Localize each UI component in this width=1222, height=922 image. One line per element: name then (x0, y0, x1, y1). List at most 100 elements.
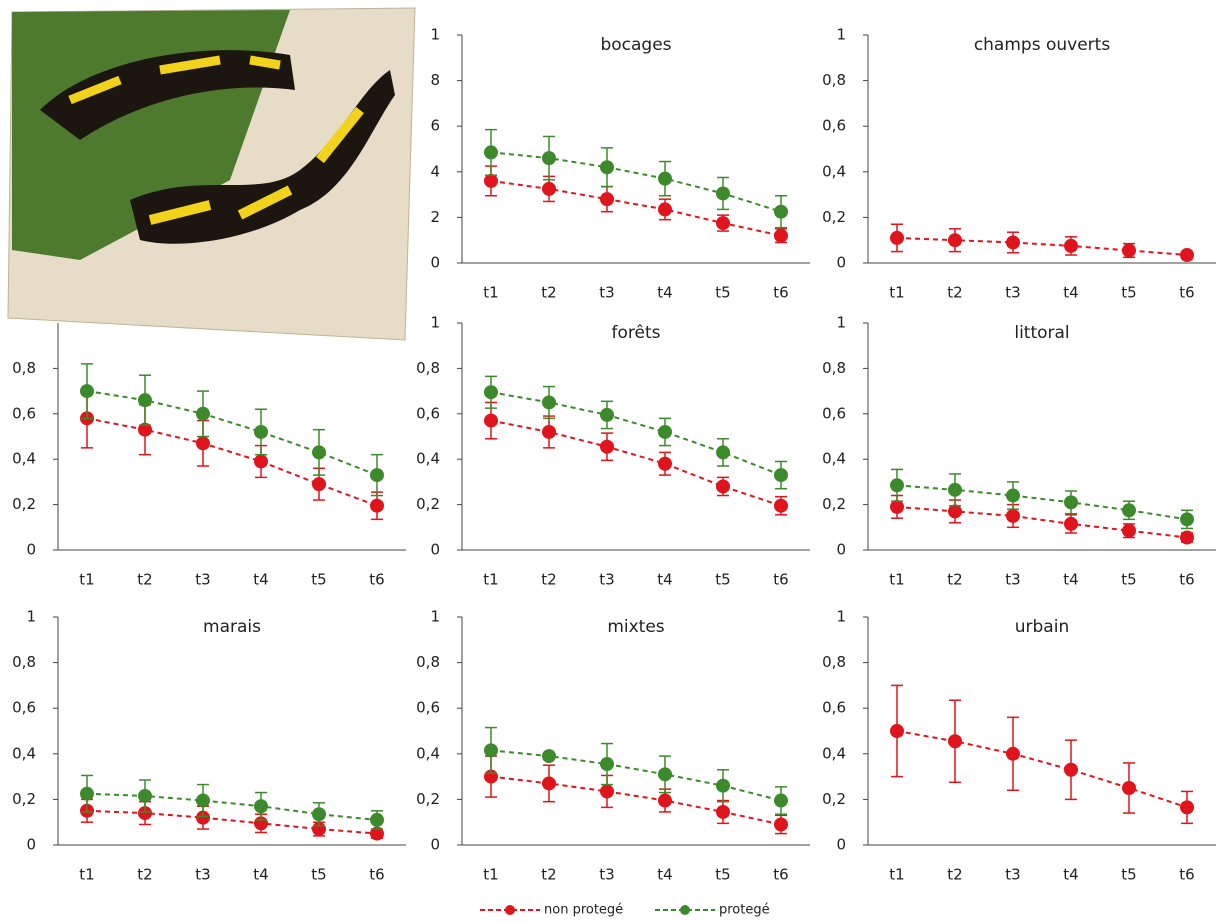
point (774, 793, 788, 808)
y-tick-label: 1 (430, 26, 440, 44)
point (890, 499, 904, 514)
y-tick-label: 0,8 (822, 653, 846, 671)
photo-salamander (40, 50, 295, 140)
x-tick-label: t4 (1063, 571, 1078, 589)
y-tick-label: 1 (836, 608, 846, 626)
point (138, 788, 152, 803)
point (80, 384, 94, 399)
x-tick-label: t1 (889, 571, 904, 589)
point (542, 776, 556, 791)
point (484, 743, 498, 758)
x-tick-label: t2 (541, 284, 556, 302)
point (138, 393, 152, 408)
y-tick-label: 0,6 (416, 699, 440, 717)
y-tick-label: 0,2 (822, 208, 846, 226)
y-tick-label: 0,2 (416, 495, 440, 513)
chart-title: forêts (612, 323, 661, 343)
x-tick-label: t4 (1063, 284, 1078, 302)
y-tick-label: 0 (430, 254, 440, 272)
point (716, 479, 730, 494)
y-tick-label: 0,6 (822, 404, 846, 422)
series-line (896, 484, 1188, 521)
chart-title: mixtes (607, 617, 664, 637)
photo-stripes (148, 106, 364, 225)
x-tick-label: t2 (137, 866, 152, 884)
y-tick-label: 4 (430, 162, 440, 180)
point (890, 478, 904, 493)
panel: 0 0,2 0,4 0,6 0,8 t1 t2 t3 t4 t5 t6 (12, 323, 406, 589)
point (658, 456, 672, 471)
chart-title: bocages (600, 35, 671, 55)
y-tick-label: 0,8 (416, 653, 440, 671)
y-tick-label: 0,4 (822, 744, 846, 762)
y-tick-label: 2 (430, 208, 440, 226)
x-tick-label: t5 (1121, 571, 1136, 589)
point (1064, 516, 1078, 531)
x-tick-label: t1 (79, 866, 94, 884)
y-tick-label: 0 (836, 254, 846, 272)
point (1064, 238, 1078, 253)
point (890, 230, 904, 245)
point (542, 424, 556, 439)
x-tick-label: t6 (369, 571, 384, 589)
x-tick-label: t4 (657, 284, 672, 302)
series-line (86, 390, 378, 477)
y-tick-label: 0,2 (416, 790, 440, 808)
x-tick-label: t1 (889, 866, 904, 884)
y-tick-label: 0,6 (822, 117, 846, 135)
chart-title: marais (203, 617, 261, 637)
point (542, 181, 556, 196)
y-tick-label: 1 (430, 314, 440, 332)
legend-label: non protegé (544, 903, 623, 918)
point (658, 424, 672, 439)
y-tick-label: 1 (26, 608, 36, 626)
x-tick-label: t4 (657, 571, 672, 589)
x-tick-label: t6 (1179, 866, 1194, 884)
y-tick-label: 0,8 (12, 359, 36, 377)
series-line (490, 775, 782, 826)
point (1122, 523, 1136, 538)
point (1006, 235, 1020, 250)
panel: 0 0,2 0,4 0,6 0,8 1 mixtes t1 t2 t3 t4 t5 t6 (416, 608, 810, 884)
x-tick-label: t5 (715, 571, 730, 589)
x-tick-label: t3 (195, 571, 210, 589)
point (658, 171, 672, 186)
panel: 0 0,2 0,4 0,6 0,8 1 marais t1 t2 t3 t4 t5 t6 (12, 608, 406, 884)
y-tick-label: 0,8 (12, 653, 36, 671)
panel: 0 0,2 0,4 0,6 0,8 1 urbain t1 t2 t3 t4 t5 t6 (822, 608, 1216, 884)
x-tick-label: t5 (715, 866, 730, 884)
x-tick-label: t6 (773, 571, 788, 589)
point (948, 734, 962, 749)
y-tick-label: 0 (836, 836, 846, 854)
y-tick-label: 0 (26, 836, 36, 854)
x-tick-label: t5 (1121, 866, 1136, 884)
y-tick-label: 0,2 (12, 790, 36, 808)
point (716, 216, 730, 231)
x-tick-label: t2 (541, 571, 556, 589)
x-tick-label: t1 (79, 571, 94, 589)
y-tick-label: 0,2 (822, 495, 846, 513)
point (254, 454, 268, 469)
point (254, 424, 268, 439)
point (138, 806, 152, 821)
legend: non protegé protegé (480, 903, 770, 918)
point (484, 385, 498, 400)
x-tick-label: t2 (947, 571, 962, 589)
y-tick-label: 0,4 (12, 744, 36, 762)
x-tick-label: t1 (889, 284, 904, 302)
x-tick-label: t4 (657, 866, 672, 884)
point (774, 498, 788, 513)
y-tick-label: 1 (430, 608, 440, 626)
point (138, 422, 152, 437)
point (196, 406, 210, 421)
y-tick-label: 0 (26, 541, 36, 559)
x-tick-label: t1 (483, 284, 498, 302)
photo-salamander (130, 70, 395, 244)
series-line (490, 749, 782, 802)
x-tick-label: t1 (483, 866, 498, 884)
point (1122, 781, 1136, 795)
point (948, 482, 962, 497)
y-tick-label: 0 (430, 541, 440, 559)
point (600, 439, 614, 454)
